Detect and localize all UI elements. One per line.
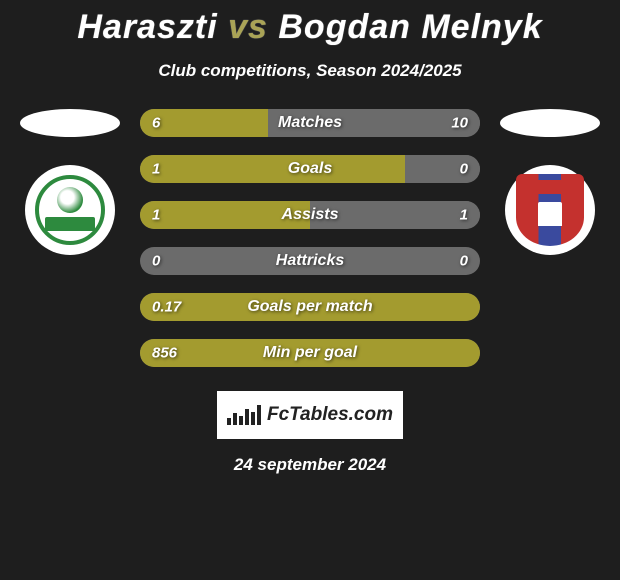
stat-row: Matches 6 10 xyxy=(140,109,480,137)
date: 24 september 2024 xyxy=(0,455,620,475)
stat-value-right: 1 xyxy=(460,207,468,224)
stat-value-right: 0 xyxy=(460,253,468,270)
branding-text: FcTables.com xyxy=(267,404,393,426)
stat-value-right: 10 xyxy=(451,115,468,132)
club-logo-right xyxy=(505,165,595,255)
stat-label: Goals xyxy=(288,160,332,178)
stat-value-left: 1 xyxy=(152,207,160,224)
stat-value-left: 6 xyxy=(152,115,160,132)
branding[interactable]: FcTables.com xyxy=(217,391,403,439)
stat-value-left: 0.17 xyxy=(152,299,181,316)
stat-row: Goals per match 0.17 xyxy=(140,293,480,321)
player2-name: Bogdan Melnyk xyxy=(278,8,542,46)
stat-value-left: 856 xyxy=(152,345,177,362)
stat-bars: Matches610Goals10Assists11Hattricks00Goa… xyxy=(140,109,480,367)
vs-text: vs xyxy=(228,8,268,46)
stat-bar-left xyxy=(140,155,405,183)
club-logo-left xyxy=(25,165,115,255)
subtitle: Club competitions, Season 2024/2025 xyxy=(0,61,620,81)
stat-bar-right xyxy=(405,155,480,183)
stat-label: Goals per match xyxy=(247,298,372,316)
stat-row: Assists 1 1 xyxy=(140,201,480,229)
stat-value-left: 1 xyxy=(152,161,160,178)
stat-row: Goals 1 0 xyxy=(140,155,480,183)
stat-label: Assists xyxy=(282,206,339,224)
stat-row: Min per goal 856 xyxy=(140,339,480,367)
stat-value-left: 0 xyxy=(152,253,160,270)
chart-icon xyxy=(227,405,261,425)
content-area: Matches610Goals10Assists11Hattricks00Goa… xyxy=(0,109,620,367)
left-side xyxy=(10,109,130,255)
country-flag-left xyxy=(20,109,120,137)
stat-label: Hattricks xyxy=(276,252,344,270)
stat-row: Hattricks 0 0 xyxy=(140,247,480,275)
player1-name: Haraszti xyxy=(77,8,217,46)
stat-label: Matches xyxy=(278,114,342,132)
stat-value-right: 0 xyxy=(460,161,468,178)
stat-label: Min per goal xyxy=(263,344,357,362)
comparison-title: Haraszti vs Bogdan Melnyk xyxy=(0,0,620,47)
right-side xyxy=(490,109,610,255)
country-flag-right xyxy=(500,109,600,137)
